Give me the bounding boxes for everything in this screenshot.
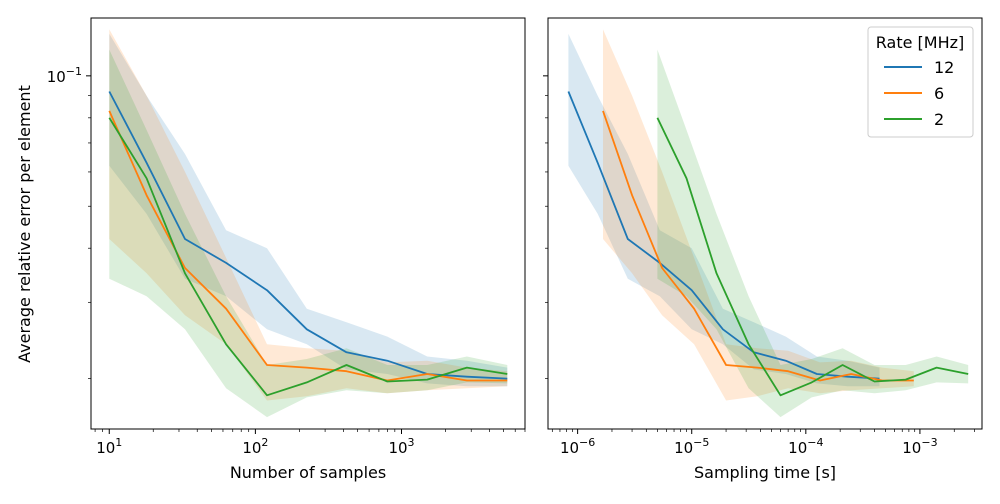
- right-band-rate-6: [603, 29, 914, 401]
- left-x-tick-label: 103: [388, 436, 414, 457]
- left-y-ticks: 10−1: [47, 65, 91, 379]
- right-x-tick-label: 10−3: [902, 436, 937, 457]
- right-x-tick-label: 10−6: [560, 436, 595, 457]
- right-x-ticks: 10−6 10−5 10−4 10−3: [551, 429, 975, 457]
- left-band-rate-12: [109, 33, 508, 387]
- legend: Rate [MHz] 12 6 2: [867, 26, 974, 138]
- right-band-rate-2: [657, 49, 969, 418]
- left-y-tick-label: 10−1: [47, 65, 82, 86]
- left-confidence-bands: [109, 29, 508, 418]
- left-axes-frame: [90, 17, 526, 430]
- right-x-tick-label: 10−4: [788, 436, 823, 457]
- legend-items: 12 6 2: [884, 58, 954, 129]
- legend-title: Rate [MHz]: [876, 33, 965, 52]
- right-y-ticks: [543, 75, 548, 379]
- left-band-rate-6: [109, 29, 508, 401]
- right-series-lines: [567, 91, 969, 397]
- left-x-tick-label: 102: [242, 436, 268, 457]
- left-x-axis-label: Number of samples: [230, 463, 386, 482]
- right-x-axis-label: Sampling time [s]: [694, 463, 836, 482]
- left-line-rate-2: [108, 117, 508, 397]
- legend-label-rate-12: 12: [934, 58, 954, 77]
- left-band-rate-2: [109, 49, 508, 418]
- right-panel: 10−6 10−5 10−4 10−3 Sampling time [s] Rate …: [543, 17, 983, 482]
- right-line-rate-12: [567, 91, 880, 380]
- y-axis-label: Average relative error per element: [15, 85, 34, 363]
- right-line-rate-6: [602, 110, 914, 382]
- left-series-lines: [108, 91, 508, 397]
- right-x-tick-label: 10−5: [674, 436, 709, 457]
- left-x-ticks: 101 102 103: [94, 429, 526, 457]
- right-axes-frame: [547, 17, 983, 430]
- legend-label-rate-6: 6: [934, 84, 944, 103]
- right-band-rate-12: [568, 33, 880, 387]
- right-line-rate-2: [656, 117, 969, 397]
- right-confidence-bands: [568, 29, 969, 418]
- legend-box: [867, 26, 974, 138]
- left-x-tick-label: 101: [96, 436, 122, 457]
- left-panel: 101 102 103 10−1 Number of samples Average…: [15, 17, 526, 482]
- legend-label-rate-2: 2: [934, 110, 944, 129]
